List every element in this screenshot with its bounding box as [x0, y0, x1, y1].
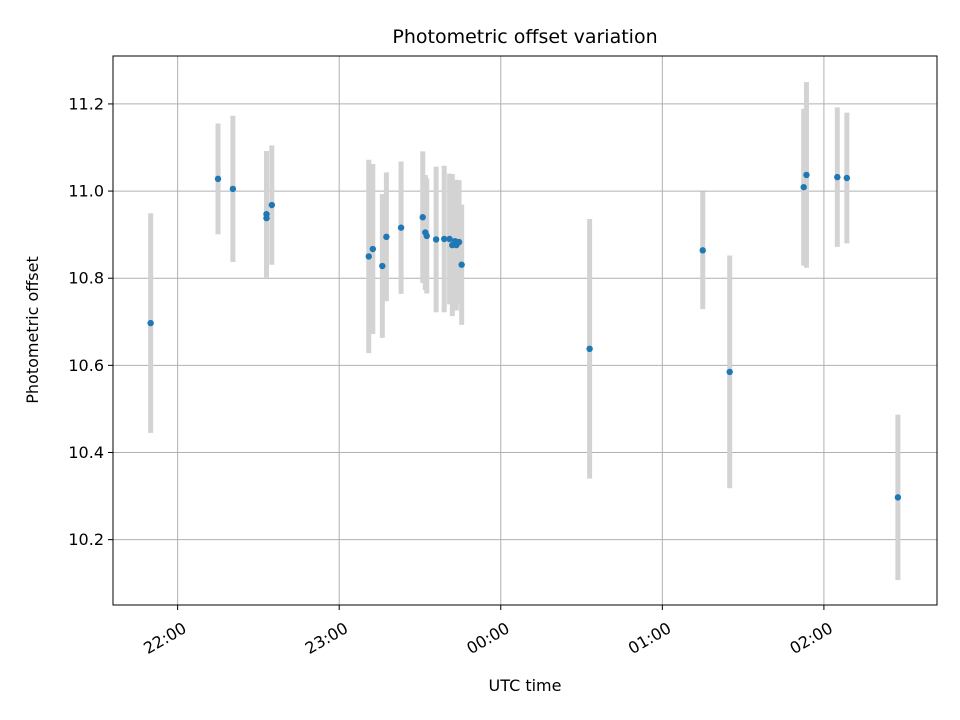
y-tick-label-2: 10.6	[68, 356, 104, 375]
data-point-16	[446, 235, 453, 243]
chart-title: Photometric offset variation	[392, 26, 657, 48]
data-point-22	[586, 345, 593, 352]
errorbar-layer	[148, 82, 901, 581]
y-tick-label-3: 10.8	[68, 269, 104, 288]
data-point-6	[365, 253, 372, 260]
x-axis-label: UTC time	[489, 676, 562, 695]
data-point-10	[397, 224, 405, 231]
y-tick-label-4: 11.0	[68, 182, 104, 201]
data-point-29	[894, 494, 902, 501]
data-point-13	[423, 232, 430, 240]
data-point-25	[800, 183, 807, 191]
x-tick-label-1: 23:00	[302, 618, 351, 658]
data-point-0	[147, 319, 154, 327]
data-point-20	[455, 238, 463, 246]
data-point-5	[268, 201, 276, 209]
data-point-8	[379, 262, 386, 270]
x-tick-label-2: 00:00	[463, 618, 512, 658]
y-tick-label-5: 11.2	[68, 94, 104, 113]
data-point-23	[699, 247, 706, 254]
grid-layer	[113, 56, 937, 605]
plot-frame	[112, 55, 938, 606]
data-point-15	[441, 235, 448, 243]
data-point-11	[419, 214, 426, 221]
x-tick-label-0: 22:00	[140, 618, 189, 658]
point-layer	[147, 171, 902, 501]
data-point-1	[214, 175, 222, 183]
data-point-28	[843, 174, 851, 182]
data-point-9	[383, 233, 390, 241]
data-point-14	[432, 236, 440, 243]
data-point-27	[834, 173, 841, 181]
y-axis-label: Photometric offset	[23, 256, 42, 404]
data-point-4	[263, 214, 270, 222]
data-point-2	[229, 185, 237, 193]
data-point-24	[726, 368, 733, 376]
x-tick-label-3: 01:00	[625, 618, 674, 658]
y-tick-label-1: 10.4	[68, 443, 104, 462]
y-tick-label-0: 10.2	[68, 530, 104, 549]
data-point-26	[803, 171, 810, 179]
data-point-7	[369, 245, 377, 253]
x-tick-label-4: 02:00	[786, 618, 835, 658]
data-point-21	[458, 261, 465, 268]
